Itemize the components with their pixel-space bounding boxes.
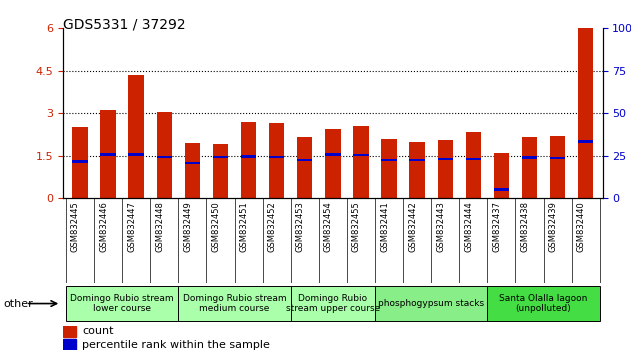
Bar xyxy=(129,75,144,198)
Bar xyxy=(63,326,76,337)
Bar xyxy=(550,136,565,198)
Text: GSM832448: GSM832448 xyxy=(155,201,164,252)
Bar xyxy=(100,110,115,198)
Text: GSM832453: GSM832453 xyxy=(296,201,305,252)
Bar xyxy=(578,28,594,198)
Bar xyxy=(578,140,594,143)
Text: GSM832450: GSM832450 xyxy=(211,201,220,252)
Text: GSM832452: GSM832452 xyxy=(268,201,276,252)
Bar xyxy=(487,286,600,321)
Bar xyxy=(325,153,341,156)
Bar xyxy=(100,153,115,156)
Bar xyxy=(522,156,537,159)
Bar xyxy=(156,112,172,198)
Bar xyxy=(291,286,375,321)
Text: percentile rank within the sample: percentile rank within the sample xyxy=(82,340,270,350)
Text: GSM832439: GSM832439 xyxy=(548,201,558,252)
Bar xyxy=(493,153,509,198)
Bar xyxy=(185,143,200,198)
Bar xyxy=(269,156,285,159)
Bar xyxy=(66,286,179,321)
Bar xyxy=(213,144,228,198)
Bar xyxy=(381,159,397,161)
Bar xyxy=(129,153,144,156)
Bar xyxy=(269,123,285,198)
Bar xyxy=(375,286,487,321)
Text: GDS5331 / 37292: GDS5331 / 37292 xyxy=(63,18,186,32)
Text: GSM832443: GSM832443 xyxy=(436,201,445,252)
Text: GSM832454: GSM832454 xyxy=(324,201,333,252)
Bar xyxy=(437,158,453,160)
Text: GSM832441: GSM832441 xyxy=(380,201,389,252)
Text: count: count xyxy=(82,326,114,336)
Text: GSM832451: GSM832451 xyxy=(240,201,249,252)
Bar xyxy=(325,129,341,198)
Text: GSM832438: GSM832438 xyxy=(521,201,529,252)
Bar xyxy=(410,159,425,161)
Text: GSM832455: GSM832455 xyxy=(352,201,361,252)
Bar xyxy=(63,339,76,350)
Text: GSM832449: GSM832449 xyxy=(184,201,192,252)
Text: GSM832442: GSM832442 xyxy=(408,201,417,252)
Bar xyxy=(466,158,481,160)
Bar xyxy=(493,188,509,191)
Text: GSM832446: GSM832446 xyxy=(99,201,108,252)
Bar xyxy=(213,156,228,159)
Text: GSM832447: GSM832447 xyxy=(127,201,136,252)
Text: GSM832444: GSM832444 xyxy=(464,201,473,252)
Bar xyxy=(185,161,200,164)
Text: GSM832445: GSM832445 xyxy=(71,201,80,252)
Bar xyxy=(353,126,369,198)
Bar xyxy=(156,156,172,159)
Bar xyxy=(179,286,291,321)
Text: Santa Olalla lagoon
(unpolluted): Santa Olalla lagoon (unpolluted) xyxy=(499,294,588,313)
Bar xyxy=(353,154,369,156)
Bar xyxy=(381,139,397,198)
Bar xyxy=(466,132,481,198)
Text: GSM832440: GSM832440 xyxy=(577,201,586,252)
Text: Domingo Rubio stream
lower course: Domingo Rubio stream lower course xyxy=(70,294,174,313)
Bar xyxy=(297,137,312,198)
Text: other: other xyxy=(3,298,33,309)
Bar xyxy=(522,137,537,198)
Bar xyxy=(241,122,256,198)
Text: GSM832437: GSM832437 xyxy=(492,201,502,252)
Text: Domingo Rubio
stream upper course: Domingo Rubio stream upper course xyxy=(286,294,380,313)
Text: Domingo Rubio stream
medium course: Domingo Rubio stream medium course xyxy=(183,294,286,313)
Bar xyxy=(72,160,88,163)
Text: phosphogypsum stacks: phosphogypsum stacks xyxy=(378,299,484,308)
Bar xyxy=(72,127,88,198)
Bar xyxy=(410,142,425,198)
Bar xyxy=(437,140,453,198)
Bar xyxy=(550,157,565,159)
Bar xyxy=(241,155,256,158)
Bar xyxy=(297,159,312,161)
